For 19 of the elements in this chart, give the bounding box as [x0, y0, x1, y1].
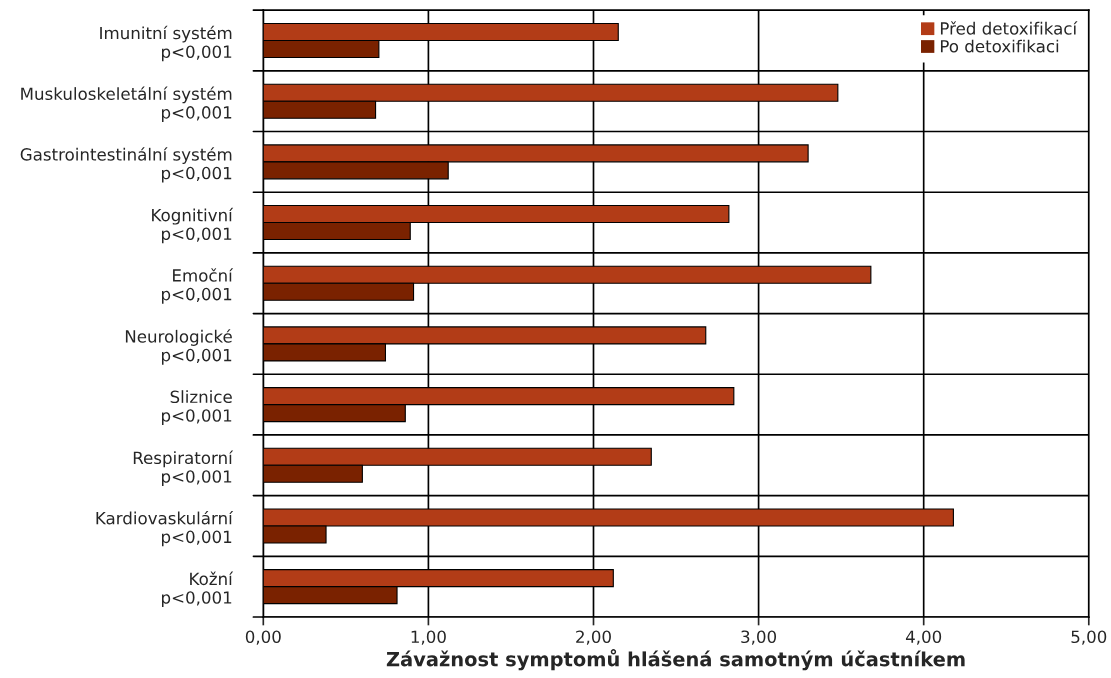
x-tick-label: 1,00	[411, 630, 446, 645]
x-tick-label: 4,00	[905, 630, 942, 645]
x-tick-label: 2,00	[576, 630, 611, 645]
x-tick-label: 3,00	[741, 630, 777, 645]
x-tick-label: 0,00	[245, 630, 281, 645]
y-tick-label: Kardiovaskulární p<0,001	[96, 510, 234, 547]
y-tick-label: Neurologické p<0,001	[125, 329, 232, 365]
y-tick-label: Imunitní systém p<0,001	[100, 25, 232, 62]
y-tick-label: Respiratorní p<0,001	[133, 450, 234, 487]
legend-label: Po detoxifikaci	[940, 39, 1059, 53]
x-tick-label: 5,00	[1071, 630, 1107, 645]
y-tick-label: Emoční p<0,001	[162, 268, 234, 304]
legend-label: Před detoxifikací	[940, 21, 1078, 35]
y-tick-label: Kožní p<0,001	[162, 571, 234, 608]
y-tick-label: Sliznice p<0,001	[162, 390, 232, 425]
x-axis-title: Závažnost symptomů hlášená samotným účastníkem	[386, 649, 965, 671]
y-tick-label: Gastrointestinální systém p<0,001	[20, 147, 232, 183]
y-tick-label: Muskuloskeletální systém p<0,001	[21, 86, 232, 122]
y-tick-label: Kognitivní p<0,001	[152, 207, 234, 244]
